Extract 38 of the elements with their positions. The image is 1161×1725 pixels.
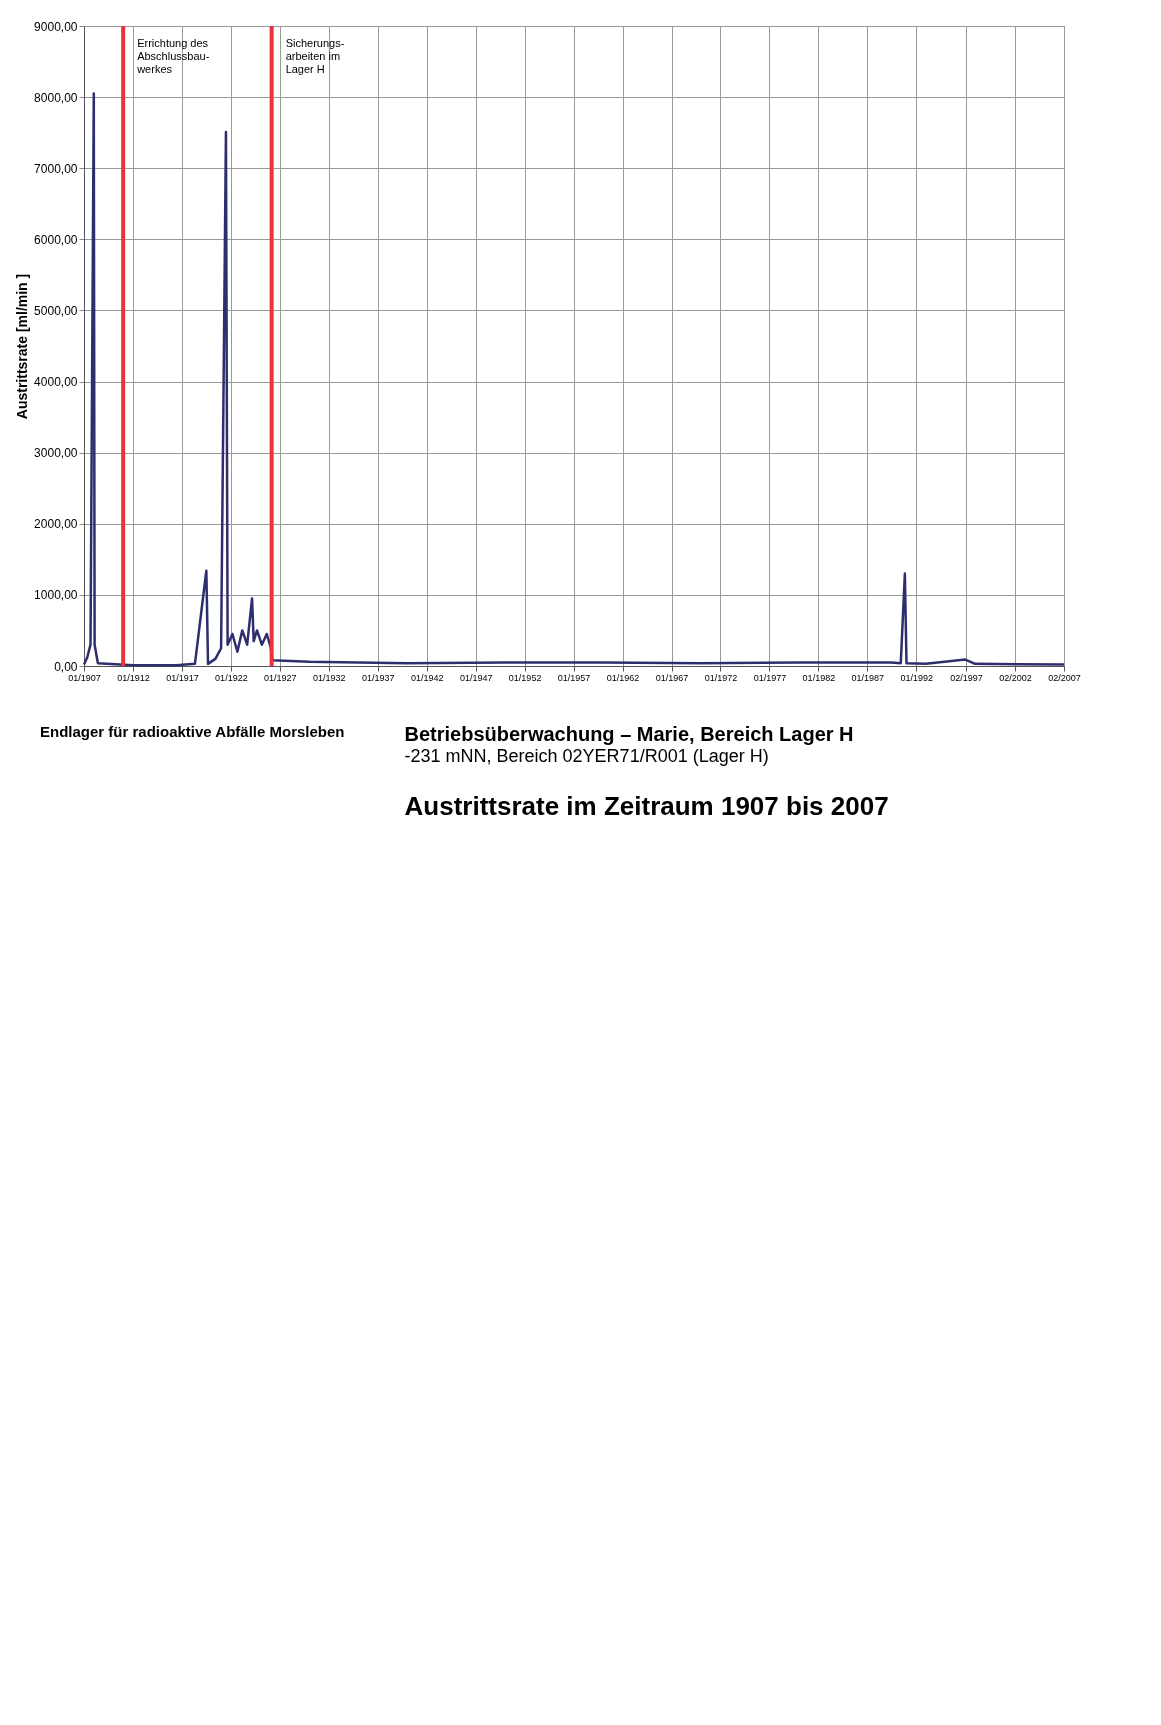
y-tick-label: 7000,00 bbox=[34, 161, 78, 176]
x-tick-label: 01/1947 bbox=[459, 672, 493, 683]
y-tick-label: 2000,00 bbox=[34, 517, 78, 532]
x-tick-label: 01/1932 bbox=[313, 672, 346, 683]
x-tick-label: 01/1992 bbox=[900, 672, 934, 683]
x-tick-label: 01/1912 bbox=[117, 672, 150, 683]
x-tick-label: 01/1927 bbox=[264, 672, 297, 683]
y-tick-label: 4000,00 bbox=[34, 375, 78, 390]
y-tick-label: 0,00 bbox=[54, 659, 78, 674]
text: Austrittsrate im Zeitraum 1907 bis 2007 bbox=[404, 791, 889, 822]
y-tick-label: 5000,00 bbox=[34, 303, 78, 318]
text: Betriebsüberwachung – Marie, Bereich Lager H bbox=[404, 723, 855, 746]
x-tick-label: 01/1917 bbox=[166, 672, 199, 683]
x-tick-label: 01/1937 bbox=[361, 672, 395, 683]
y-axis-title: Austrittsrate [ml/min ] bbox=[14, 273, 31, 420]
x-tick-label: 01/1922 bbox=[215, 672, 248, 683]
text: Endlager für radioaktive Abfälle Morsleben bbox=[40, 723, 345, 742]
ref-line-label: Sicherungs- arbeiten im Lager H bbox=[285, 37, 345, 75]
x-tick-label: 01/1977 bbox=[753, 672, 787, 683]
x-tick-label: 01/1952 bbox=[508, 672, 542, 683]
y-tick-label: 8000,00 bbox=[34, 90, 78, 105]
x-tick-label: 01/1962 bbox=[606, 672, 640, 683]
ref-line-label: Errichtung des Abschlussbau- werkes bbox=[136, 37, 210, 75]
x-tick-label: 01/1972 bbox=[704, 672, 738, 683]
y-tick-label: 3000,00 bbox=[34, 446, 78, 461]
x-tick-label: 01/1907 bbox=[68, 672, 101, 683]
text: -231 mNN, Bereich 02YER71/R001 (Lager H) bbox=[404, 746, 770, 767]
x-tick-label: 01/1967 bbox=[655, 672, 689, 683]
x-tick-label: 01/1942 bbox=[410, 672, 444, 683]
x-tick-label: 01/1957 bbox=[557, 672, 591, 683]
x-tick-label: 01/1982 bbox=[802, 672, 836, 683]
y-tick-label: 6000,00 bbox=[34, 232, 78, 247]
y-tick-label: 9000,00 bbox=[34, 19, 78, 34]
x-tick-label: 02/2007 bbox=[1048, 672, 1081, 683]
x-tick-label: 02/1997 bbox=[950, 672, 983, 683]
y-tick-label: 1000,00 bbox=[34, 588, 78, 603]
x-tick-label: 01/1987 bbox=[851, 672, 885, 683]
x-tick-label: 02/2002 bbox=[999, 672, 1032, 683]
